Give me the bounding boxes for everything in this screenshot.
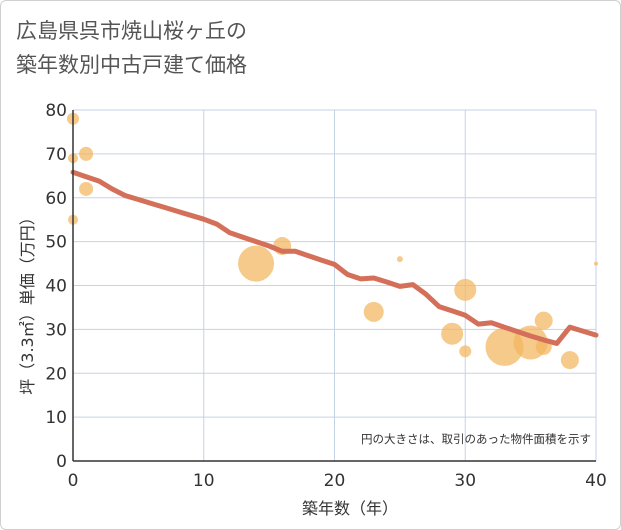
bubble-point (363, 301, 384, 322)
bubble-point (560, 351, 579, 370)
y-tick-label: 70 (45, 145, 67, 165)
title-line-2: 築年数別中古戸建て価格 (16, 53, 247, 77)
y-tick-label: 50 (45, 233, 67, 253)
bubble-point (594, 261, 598, 266)
y-tick-label: 60 (45, 189, 67, 209)
axes: 0 10 20 30 40 50 60 70 80 0 10 20 30 40 (45, 101, 606, 491)
trend-line-group (70, 169, 599, 346)
y-tick-label: 10 (45, 408, 67, 428)
title-line-1: 広島県呉市焼山桜ヶ丘の (16, 19, 247, 43)
bubble-point (534, 311, 553, 330)
y-tick-label: 40 (45, 277, 67, 297)
x-tick-label: 10 (193, 471, 215, 491)
x-axis-label: 築年数（年） (302, 499, 398, 518)
bubble-point (485, 327, 524, 366)
y-tick-label: 20 (45, 364, 67, 384)
bubble-point (238, 245, 275, 282)
chart-title: 広島県呉市焼山桜ヶ丘の 築年数別中古戸建て価格 (16, 14, 247, 82)
bubble-point (79, 146, 94, 161)
bubble-point (396, 256, 403, 263)
bubble-point (79, 181, 94, 196)
bubble-point (454, 278, 477, 301)
x-tick-label: 0 (68, 471, 79, 491)
y-tick-label: 0 (56, 452, 67, 472)
bubble-point (459, 345, 472, 358)
y-axis-label: 坪（3.3㎡）単価（万円） (18, 209, 37, 394)
x-tick-label: 20 (324, 471, 346, 491)
trend-line (70, 169, 599, 346)
y-tick-label: 30 (45, 320, 67, 340)
y-tick-label: 80 (45, 101, 67, 121)
x-tick-label: 40 (585, 471, 607, 491)
x-tick-label: 30 (454, 471, 476, 491)
grid (72, 109, 597, 462)
bubble-point (441, 322, 464, 345)
size-note: 円の大きさは、取引のあった物件面積を示す (361, 432, 591, 446)
